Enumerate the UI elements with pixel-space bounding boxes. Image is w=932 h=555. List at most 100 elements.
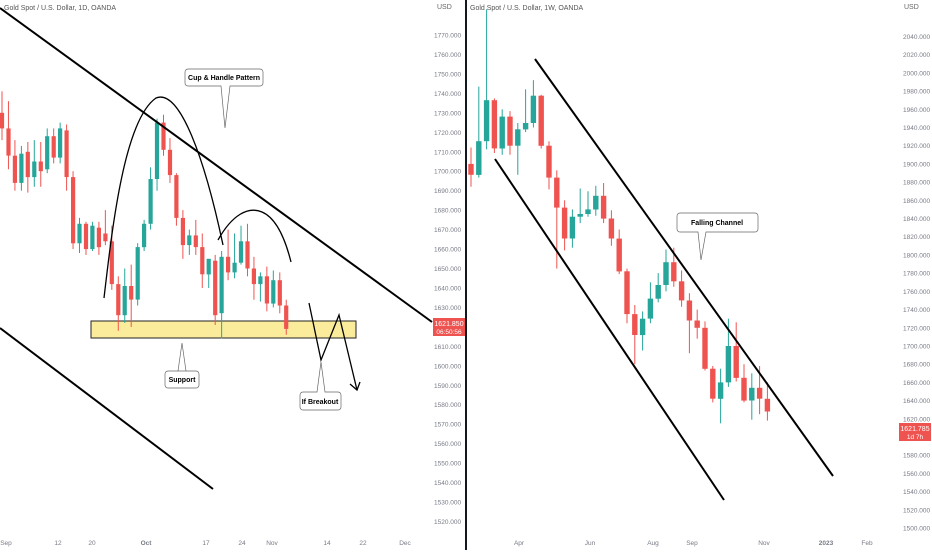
candle-body xyxy=(180,217,185,246)
candle-body xyxy=(71,177,76,244)
candle-body xyxy=(499,116,505,149)
price-tick: 2040.000 xyxy=(903,34,930,41)
candle-up xyxy=(122,268,127,323)
price-tick: 1550.000 xyxy=(434,461,461,468)
weekly-chart-panel[interactable]: Gold Spot / U.S. Dollar, 1W, OANDA USD 2… xyxy=(467,0,932,550)
candle-body xyxy=(0,112,5,129)
candle-body xyxy=(608,218,615,239)
channel-lower-line xyxy=(494,158,725,501)
candle-up xyxy=(522,89,529,133)
channel-upper-line xyxy=(534,58,834,477)
right-chart-header: Gold Spot / U.S. Dollar, 1W, OANDA xyxy=(470,5,584,12)
candle-down xyxy=(251,256,256,300)
price-tick: 1690.000 xyxy=(434,188,461,195)
price-tick: 1570.000 xyxy=(434,422,461,429)
candle-body xyxy=(206,258,211,275)
candle-body xyxy=(554,177,560,208)
time-tick: 12 xyxy=(54,540,62,547)
candle-up xyxy=(717,368,724,424)
breakout-path xyxy=(308,302,358,391)
candle-body xyxy=(38,161,43,172)
channel-callout xyxy=(676,212,759,261)
candle-body xyxy=(585,209,591,214)
time-tick: Aug xyxy=(647,540,659,547)
left-chart-header: Gold Spot / U.S. Dollar, 1D, OANDA xyxy=(4,5,117,12)
right-price-value: 1621.785 xyxy=(900,426,929,433)
candle-body xyxy=(725,346,732,383)
candle-body xyxy=(96,227,101,248)
candle-down xyxy=(624,268,630,324)
candle-down xyxy=(538,94,544,149)
candle-body xyxy=(232,262,237,273)
left-candles xyxy=(0,91,289,339)
price-tick: 1540.000 xyxy=(434,480,461,487)
cup-callout xyxy=(184,68,264,129)
price-tick: 2020.000 xyxy=(903,52,930,59)
candle-down xyxy=(632,305,638,365)
time-tick: Sep xyxy=(686,540,698,547)
price-tick: 1980.000 xyxy=(903,89,930,96)
candle-down xyxy=(264,266,269,312)
candle-up xyxy=(32,140,37,187)
candle-body xyxy=(639,318,646,336)
daily-chart-panel[interactable]: Gold Spot / U.S. Dollar, 1D, OANDA USD 1… xyxy=(0,0,466,550)
candle-down xyxy=(71,171,76,250)
candle-body xyxy=(616,238,622,272)
candle-body xyxy=(483,100,490,142)
candle-up xyxy=(154,118,160,191)
panel-divider[interactable] xyxy=(465,0,467,550)
candle-body xyxy=(522,123,529,130)
price-tick: 1610.000 xyxy=(434,344,461,351)
price-tick: 1720.000 xyxy=(903,325,930,332)
candle-up xyxy=(749,373,755,420)
price-tick: 1780.000 xyxy=(903,271,930,278)
cup-callout-text: Cup & Handle Pattern xyxy=(188,75,260,82)
right-candles xyxy=(468,9,771,424)
price-tick: 1760.000 xyxy=(903,289,930,296)
candle-down xyxy=(38,142,43,187)
time-tick: Apr xyxy=(514,540,525,547)
candle-down xyxy=(245,223,250,277)
candle-body xyxy=(122,286,127,316)
candle-body xyxy=(733,346,739,378)
price-tick: 1710.000 xyxy=(434,149,461,156)
candle-up xyxy=(476,86,482,178)
candle-up xyxy=(142,219,147,251)
candle-body xyxy=(219,256,224,314)
candle-down xyxy=(546,141,552,190)
weekly-chart[interactable]: 2040.000 2020.000 2000.000 1980.000 1960.000… xyxy=(467,0,932,550)
price-tick: 1560.000 xyxy=(903,471,930,478)
candle-up xyxy=(187,229,192,255)
candle-body xyxy=(6,128,11,156)
candle-down xyxy=(678,270,685,307)
candle-up xyxy=(258,272,263,302)
daily-chart[interactable]: 1770.000 1760.000 1750.000 1740.000 1730.000… xyxy=(0,0,466,550)
right-price-timer: 1d 7h xyxy=(907,434,924,441)
price-tick: 1620.000 xyxy=(903,416,930,423)
price-tick: 1880.000 xyxy=(903,180,930,187)
candle-up xyxy=(569,209,576,248)
price-tick: 1770.000 xyxy=(434,33,461,40)
candle-body xyxy=(686,300,693,321)
price-tick: 1700.000 xyxy=(903,344,930,351)
candle-up xyxy=(232,233,237,279)
left-price-label xyxy=(433,318,465,336)
candle-body xyxy=(694,320,700,328)
candle-body xyxy=(161,122,166,150)
candle-down xyxy=(64,124,69,191)
lower-trendline xyxy=(0,327,214,490)
candle-up xyxy=(45,128,50,174)
candle-down xyxy=(103,210,108,246)
price-tick: 1530.000 xyxy=(434,500,461,507)
time-tick: Sep xyxy=(0,540,12,547)
time-tick: 14 xyxy=(323,540,331,547)
price-tick: 1940.000 xyxy=(903,125,930,132)
candle-up xyxy=(238,225,244,265)
descending-trendline xyxy=(0,7,433,323)
price-tick: 1800.000 xyxy=(903,252,930,259)
candle-body xyxy=(647,298,654,319)
candle-body xyxy=(702,327,708,369)
candle-body xyxy=(577,214,583,217)
candle-down xyxy=(129,264,134,327)
candle-down xyxy=(608,210,615,246)
